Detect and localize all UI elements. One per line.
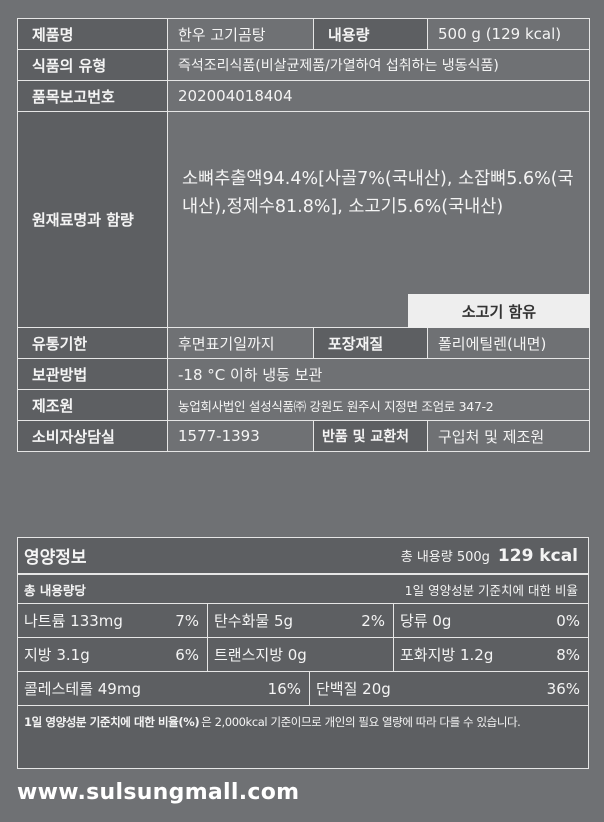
row-consumer: 소비자상담실 1577-1393 반품 및 교환처 구입처 및 제조원 [17, 420, 590, 452]
nutrient-pct: 6% [175, 645, 199, 664]
nutrition-facts-box: 영양정보 총 내용량 500g 129 kcal 총 내용량당 1일 영양성분 … [17, 537, 589, 769]
row-report-no: 품목보고번호 202004018404 [17, 80, 590, 112]
nutrient-pct: 16% [267, 679, 301, 698]
consumer-value: 1577-1393 [167, 420, 314, 452]
nutrition-total: 총 내용량 500g 129 kcal [401, 546, 578, 566]
nutrition-title: 영양정보 [24, 548, 87, 568]
return-value: 구입처 및 제조원 [427, 420, 590, 452]
packaging-label: 포장재질 [313, 327, 428, 359]
nutrition-header: 영양정보 총 내용량 500g 129 kcal [18, 538, 588, 575]
nutrient-name: 나트륨 133mg [24, 612, 123, 630]
row-expiry: 유통기한 후면표기일까지 포장재질 폴리에틸렌(내면) [17, 327, 590, 359]
ingredients-value: 소뼈추출액94.4%[사골7%(국내산), 소잡뼈5.6%(국내산),정제수81… [182, 169, 574, 217]
manufacturer-value: 농업회사법인 설성식품㈜ 강원도 원주시 지정면 조엄로 347-2 [167, 389, 590, 421]
ingredients-cell: 소뼈추출액94.4%[사골7%(국내산), 소잡뼈5.6%(국내산),정제수81… [167, 111, 590, 328]
nutrient-pct: 2% [361, 611, 385, 630]
nutrition-row: 콜레스테롤 49mg 16% 단백질 20g 36% [18, 672, 588, 706]
nutrient-name: 탄수화물 5g [214, 612, 294, 630]
row-food-type: 식품의 유형 즉석조리식품(비살균제품/가열하여 섭취하는 냉동식품) [17, 49, 590, 81]
food-type-label: 식품의 유형 [17, 49, 168, 81]
ingredients-label: 원재료명과 함량 [17, 111, 168, 328]
footnote-text: 은 2,000kcal 기준이므로 개인의 필요 열량에 따라 다를 수 있습니… [201, 714, 521, 729]
storage-label: 보관방법 [17, 358, 168, 390]
storage-value: -18 °C 이하 냉동 보관 [167, 358, 590, 390]
footnote-bold: 1일 영양성분 기준치에 대한 비율(%) [24, 714, 200, 729]
product-name-label: 제품명 [17, 18, 168, 50]
nutrient-name: 지방 3.1g [24, 646, 90, 664]
expiry-value: 후면표기일까지 [167, 327, 314, 359]
per-total-label: 총 내용량당 [24, 582, 86, 598]
report-no-value: 202004018404 [167, 80, 590, 112]
nutrient-name: 단백질 20g [316, 680, 391, 698]
nutrition-footnote: 1일 영양성분 기준치에 대한 비율(%) 은 2,000kcal 기준이므로 … [18, 706, 588, 737]
nutrient-pct: 0% [556, 611, 580, 630]
nutrient-name: 당류 0g [400, 612, 452, 630]
nutrient-name: 콜레스테롤 49mg [24, 680, 141, 698]
food-type-value: 즉석조리식품(비살균제품/가열하여 섭취하는 냉동식품) [167, 49, 590, 81]
total-volume: 총 내용량 500g [400, 549, 490, 565]
volume-value: 500 g (129 kcal) [427, 18, 590, 50]
nutrient-cell: 당류 0g 0% [394, 604, 588, 637]
website-url: www.sulsungmall.com [17, 780, 300, 805]
row-ingredients: 원재료명과 함량 소뼈추출액94.4%[사골7%(국내산), 소잡뼈5.6%(국… [17, 111, 590, 328]
nutrient-cell: 탄수화물 5g 2% [208, 604, 394, 637]
nutrient-cell: 콜레스테롤 49mg 16% [18, 672, 310, 705]
row-product-name: 제품명 한우 고기곰탕 내용량 500 g (129 kcal) [17, 18, 590, 50]
nutrient-name: 트랜스지방 0g [214, 646, 307, 664]
nutrient-pct: 7% [175, 611, 199, 630]
nutrient-cell: 트랜스지방 0g [208, 638, 394, 671]
manufacturer-label: 제조원 [17, 389, 168, 421]
nutrient-pct: 8% [556, 645, 580, 664]
nutrient-cell: 단백질 20g 36% [310, 672, 588, 705]
daily-value-label: 1일 영양성분 기준치에 대한 비율 [404, 582, 578, 598]
total-kcal: 129 kcal [497, 545, 578, 566]
product-info-table: 제품명 한우 고기곰탕 내용량 500 g (129 kcal) 식품의 유형 … [17, 18, 590, 452]
nutrient-cell: 나트륨 133mg 7% [18, 604, 208, 637]
nutrition-row: 지방 3.1g 6% 트랜스지방 0g 포화지방 1.2g 8% [18, 638, 588, 672]
nutrient-pct: 36% [546, 679, 580, 698]
return-label: 반품 및 교환처 [313, 420, 428, 452]
nutrient-name: 포화지방 1.2g [400, 646, 494, 664]
nutrition-subheader: 총 내용량당 1일 영양성분 기준치에 대한 비율 [18, 575, 588, 604]
nutrient-cell: 지방 3.1g 6% [18, 638, 208, 671]
row-manufacturer: 제조원 농업회사법인 설성식품㈜ 강원도 원주시 지정면 조엄로 347-2 [17, 389, 590, 421]
consumer-label: 소비자상담실 [17, 420, 168, 452]
row-storage: 보관방법 -18 °C 이하 냉동 보관 [17, 358, 590, 390]
expiry-label: 유통기한 [17, 327, 168, 359]
volume-label: 내용량 [313, 18, 428, 50]
report-no-label: 품목보고번호 [17, 80, 168, 112]
packaging-value: 폴리에틸렌(내면) [427, 327, 590, 359]
product-name-value: 한우 고기곰탕 [167, 18, 314, 50]
beef-badge: 소고기 함유 [408, 294, 590, 328]
nutrient-cell: 포화지방 1.2g 8% [394, 638, 588, 671]
nutrition-row: 나트륨 133mg 7% 탄수화물 5g 2% 당류 0g 0% [18, 604, 588, 638]
